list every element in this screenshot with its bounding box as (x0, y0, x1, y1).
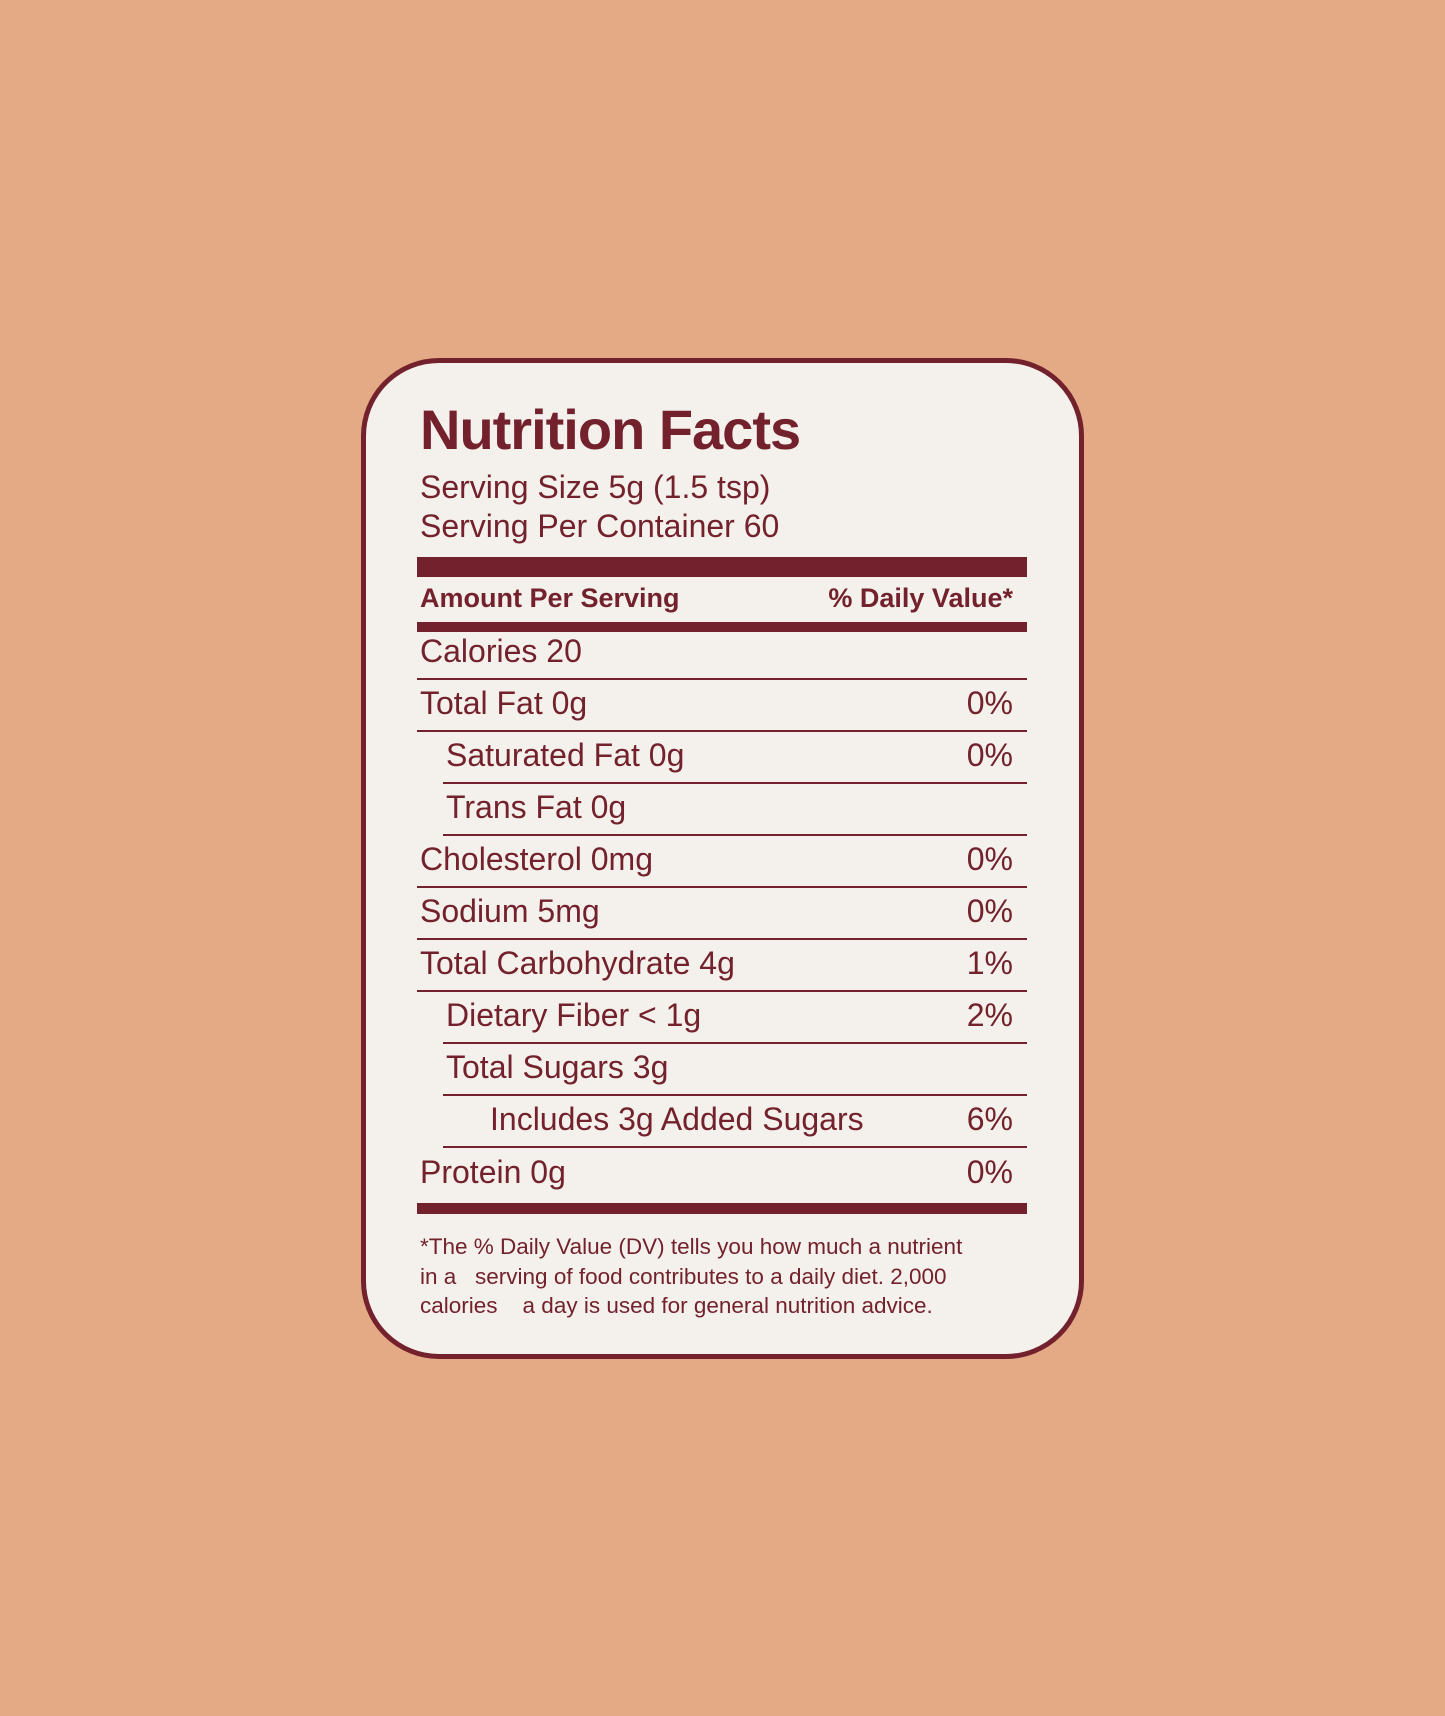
nutrient-label: Dietary Fiber < 1g (446, 997, 702, 1033)
nutrient-row-sodium: Sodium 5mg 0% (417, 888, 1027, 940)
nutrient-label: Total Sugars 3g (446, 1049, 669, 1085)
daily-value-footnote: *The % Daily Value (DV) tells you how mu… (420, 1234, 963, 1318)
nutrient-label: Protein 0g (420, 1154, 566, 1190)
nutrient-row-total-carbohydrate: Total Carbohydrate 4g 1% (417, 940, 1027, 992)
nutrient-dv: 1% (966, 945, 1013, 981)
nutrient-label: Total Fat 0g (420, 685, 588, 721)
thick-divider (417, 557, 1027, 577)
nutrient-dv: 0% (966, 685, 1013, 721)
nutrient-label: Total Carbohydrate 4g (420, 945, 735, 981)
nutrient-label: Saturated Fat 0g (446, 737, 685, 773)
nutrient-label: Cholesterol 0mg (420, 841, 653, 877)
nutrient-label: Calories 20 (420, 633, 582, 669)
nutrient-row-calories: Calories 20 (417, 632, 1027, 680)
serving-size: Serving Size 5g (1.5 tsp) (420, 469, 771, 505)
nutrient-dv: 2% (966, 997, 1013, 1033)
nutrient-dv: 0% (966, 1154, 1013, 1190)
nutrient-row-cholesterol: Cholesterol 0mg 0% (417, 836, 1027, 888)
label-title: Nutrition Facts (420, 398, 801, 461)
nutrient-row-trans-fat: Trans Fat 0g (443, 784, 1027, 836)
nutrient-row-added-sugars: Includes 3g Added Sugars 6% (443, 1096, 1027, 1148)
servings-per-container: Serving Per Container 60 (420, 508, 780, 544)
nutrient-dv: 0% (966, 841, 1013, 877)
amount-per-serving-header: Amount Per Serving (420, 583, 680, 613)
nutrient-row-protein: Protein 0g 0% (417, 1148, 1027, 1203)
nutrition-label-card (361, 358, 1084, 1359)
nutrient-dv: 6% (966, 1101, 1013, 1137)
nutrient-dv: 0% (966, 893, 1013, 929)
nutrient-row-total-fat: Total Fat 0g 0% (417, 680, 1027, 732)
nutrient-row-total-sugars: Total Sugars 3g (443, 1044, 1027, 1096)
nutrient-label: Trans Fat 0g (446, 789, 627, 825)
nutrient-label: Includes 3g Added Sugars (490, 1101, 864, 1137)
nutrient-rows: Calories 20 Total Fat 0g 0% Saturated Fat… (417, 632, 1027, 1203)
nutrient-label: Sodium 5mg (420, 893, 600, 929)
nutrient-dv: 0% (966, 737, 1013, 773)
medium-divider (417, 622, 1027, 632)
nutrient-row-saturated-fat: Saturated Fat 0g 0% (443, 732, 1027, 784)
nutrient-row-dietary-fiber: Dietary Fiber < 1g 2% (443, 992, 1027, 1044)
daily-value-header: % Daily Value* (828, 583, 1013, 613)
bottom-divider (417, 1203, 1027, 1214)
